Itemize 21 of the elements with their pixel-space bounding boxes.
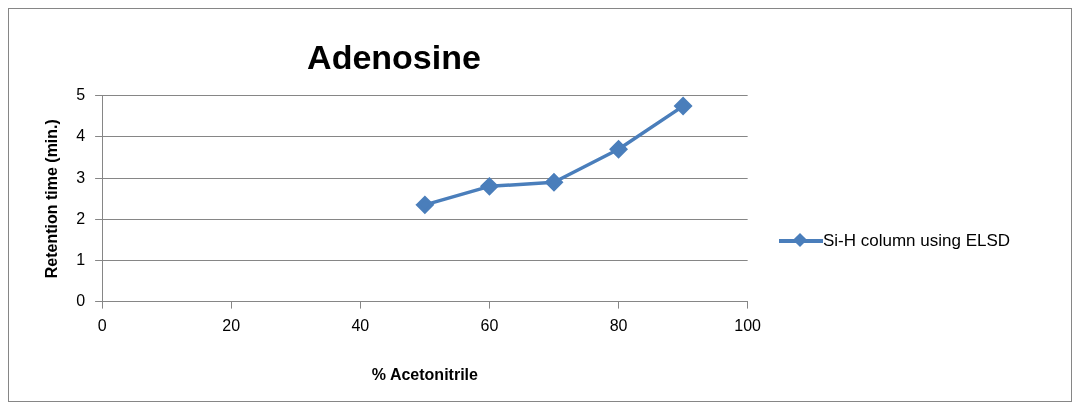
x-tick-label: 20 bbox=[222, 316, 241, 334]
point bbox=[674, 97, 692, 115]
point bbox=[545, 173, 563, 191]
point bbox=[480, 177, 499, 196]
x-tick-label: 40 bbox=[351, 316, 370, 334]
y-tick-label: 1 bbox=[76, 250, 86, 268]
x-axis-title: % Acetonitrile bbox=[371, 365, 479, 383]
chart-title: Adenosine bbox=[307, 37, 481, 76]
point bbox=[609, 140, 628, 159]
point bbox=[416, 196, 434, 214]
y-tick-label: 3 bbox=[76, 168, 86, 186]
x-tick-label: 0 bbox=[97, 316, 107, 334]
y-tick-label: 0 bbox=[76, 292, 86, 310]
x-tick-label: 60 bbox=[480, 316, 499, 334]
y-tick-label: 4 bbox=[76, 127, 86, 145]
y-tick-label: 2 bbox=[76, 209, 86, 227]
y-tick-label: 5 bbox=[76, 86, 86, 104]
y-axis-title: Retention time (min.) bbox=[43, 119, 61, 279]
x-tick-label: 100 bbox=[734, 316, 762, 334]
x-tick-label: 80 bbox=[609, 316, 628, 334]
legend-label: Si-H column using ELSD bbox=[823, 230, 1012, 252]
